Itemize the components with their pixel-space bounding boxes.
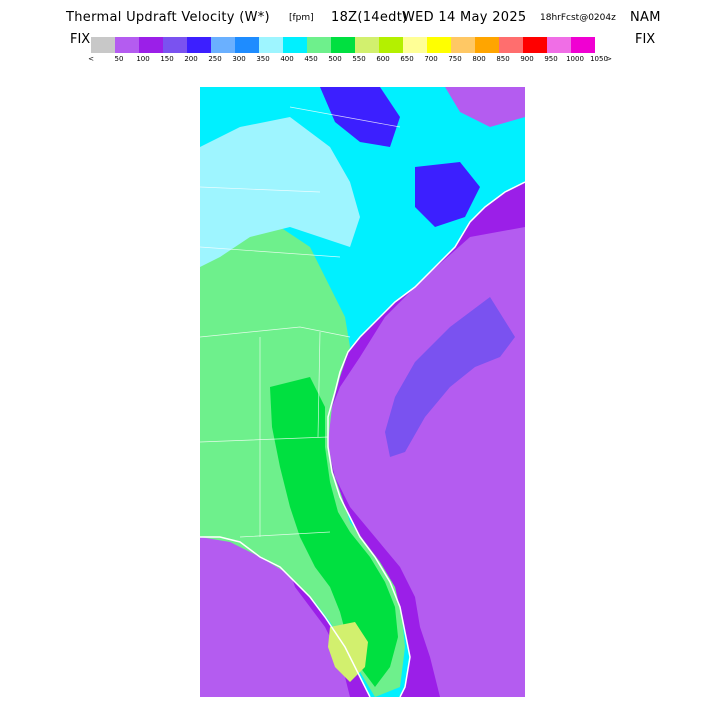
legend-tick-label: 450 [304,55,318,63]
legend-tick-label: 1050 [590,55,608,63]
forecast-info-text: 18hrFcst@0204z [540,13,616,23]
units-text: [fpm] [289,13,314,23]
legend-swatch [211,37,235,53]
legend-tick-label: 750 [448,55,462,63]
legend-swatch [115,37,139,53]
legend-tick-label: 250 [208,55,222,63]
legend-swatch [307,37,331,53]
gulf-coastline [200,536,371,697]
legend-swatch [331,37,355,53]
legend-swatch [403,37,427,53]
legend-tick-label: 50 [114,55,124,63]
legend-swatch [475,37,499,53]
coastline [327,181,525,697]
cloud-cluster-north [320,87,400,147]
legend-swatch [139,37,163,53]
legend-tick-label: 150 [160,55,174,63]
legend-swatch [547,37,571,53]
legend-swatch [571,37,595,53]
legend-swatch [283,37,307,53]
legend-tick-label: 200 [184,55,198,63]
legend-tick-label: 850 [496,55,510,63]
legend-tick-label: 900 [520,55,534,63]
legend-tick-label: 950 [544,55,558,63]
legend-tick-label: > [606,55,612,63]
legend-swatch [163,37,187,53]
legend-tick-label: 300 [232,55,246,63]
legend-swatch [523,37,547,53]
legend-tick-label: 500 [328,55,342,63]
cloud-cluster-coast [415,162,480,227]
title-text: Thermal Updraft Velocity (W*) [66,10,270,25]
legend-swatch [355,37,379,53]
georgia-carolina-peak [270,377,398,687]
legend-swatch [427,37,451,53]
legend-swatch [451,37,475,53]
model-text: NAM [630,10,661,25]
fix-left-label[interactable]: FIX [70,32,91,47]
date-text: WED 14 May 2025 [402,10,527,25]
legend-swatch [91,37,115,53]
legend-tick-label: 400 [280,55,294,63]
legend-swatch [187,37,211,53]
legend-tick-label: 700 [424,55,438,63]
gulf-stream-area [385,297,515,457]
forecast-map [200,87,525,697]
legend-swatch [379,37,403,53]
map-title: Thermal Updraft Velocity (W*) [fpm] 18Z(… [0,10,726,28]
appalachian-region [200,117,360,267]
state-borders [200,106,401,538]
valid-time-text: 18Z(14edt) [331,10,408,25]
legend-tick-label: 650 [400,55,414,63]
color-legend [91,37,595,53]
legend-swatch [259,37,283,53]
legend-tick-label: 800 [472,55,486,63]
legend-tick-label: 1000 [566,55,584,63]
legend-tick-label: < [88,55,94,63]
legend-swatch [499,37,523,53]
legend-ticks: <50 100 150 200 250 300 350 400 450 500 550 600 650 7… [0,55,726,65]
great-lakes-water [445,87,525,127]
legend-tick-label: 600 [376,55,390,63]
legend-tick-label: 550 [352,55,366,63]
legend-tick-label: 350 [256,55,270,63]
fix-right-label[interactable]: FIX [635,32,656,47]
legend-swatch [235,37,259,53]
legend-tick-label: 100 [136,55,150,63]
